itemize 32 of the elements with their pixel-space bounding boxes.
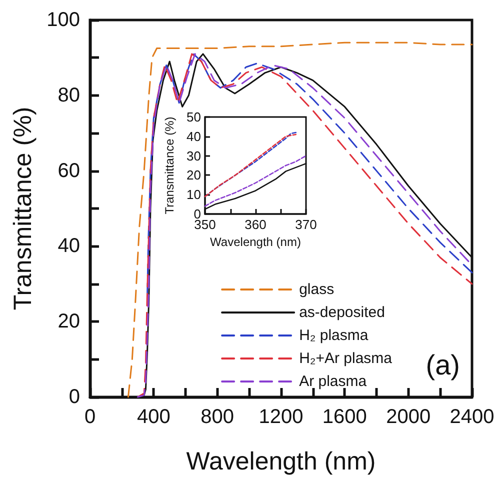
x-tick-label: 400 — [136, 406, 170, 428]
y-tick-label: 40 — [186, 128, 201, 144]
y-tick-label: 80 — [58, 84, 80, 106]
line-series — [146, 53, 473, 296]
y-tick-label: 10 — [186, 187, 201, 202]
x-tick-label: 0 — [84, 406, 96, 428]
y-axis-title: Transmittance (%) — [9, 106, 38, 310]
legend-label: glass — [299, 281, 334, 298]
x-axis-title: Wavelength (nm) — [186, 448, 376, 476]
x-tick-label: 2400 — [450, 406, 494, 428]
annotation: (a) — [426, 350, 460, 380]
y-tick-label: 0 — [68, 386, 80, 408]
x-tick-label: 360 — [244, 217, 266, 232]
y-tick-label: 60 — [58, 160, 80, 182]
y-axis-title: Transmittance (%) — [162, 116, 177, 214]
y-tick-label: 20 — [58, 310, 80, 333]
legend-label: Ar plasma — [299, 373, 368, 390]
x-tick-label: 1200 — [258, 406, 304, 428]
y-tick-label: 30 — [186, 148, 201, 164]
x-tick-label: 2000 — [386, 406, 431, 428]
legend-label: H₂ plasma — [299, 327, 369, 344]
x-tick-label: 370 — [295, 217, 317, 232]
legend-label: H₂+Ar plasma — [299, 350, 393, 367]
line-series — [204, 155, 307, 207]
x-tick-label: 1600 — [322, 406, 367, 428]
y-tick-label: 20 — [186, 168, 201, 183]
y-tick-label: 40 — [58, 235, 80, 258]
x-axis-title: Wavelength (nm) — [210, 234, 301, 249]
y-tick-label: 100 — [46, 9, 80, 31]
y-tick-label: 50 — [186, 110, 201, 124]
x-tick-label: 800 — [200, 406, 234, 428]
legend-label: as-deposited — [299, 304, 385, 321]
